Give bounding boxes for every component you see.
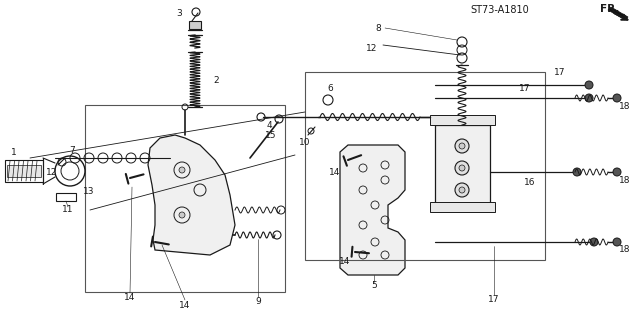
Circle shape <box>459 165 465 171</box>
Circle shape <box>459 187 465 193</box>
Text: 12: 12 <box>366 44 378 52</box>
Circle shape <box>455 161 469 175</box>
Circle shape <box>455 139 469 153</box>
Bar <box>56 193 76 201</box>
Text: 14: 14 <box>124 293 136 302</box>
Text: 7: 7 <box>69 146 75 155</box>
Circle shape <box>179 167 185 173</box>
Text: 10: 10 <box>300 138 311 147</box>
Circle shape <box>179 212 185 218</box>
Text: FR.: FR. <box>600 4 620 14</box>
Text: 18: 18 <box>620 175 631 185</box>
Text: 11: 11 <box>62 205 74 214</box>
Text: 14: 14 <box>179 300 191 309</box>
Text: ST73-A1810: ST73-A1810 <box>470 5 529 15</box>
Text: 14: 14 <box>330 167 340 177</box>
Text: 6: 6 <box>327 84 333 92</box>
Polygon shape <box>148 135 235 255</box>
Bar <box>430 115 495 125</box>
Circle shape <box>613 94 621 102</box>
Text: 12: 12 <box>46 167 58 177</box>
Text: 8: 8 <box>375 23 381 33</box>
Polygon shape <box>608 7 628 20</box>
Circle shape <box>613 168 621 176</box>
Bar <box>430 202 495 212</box>
Text: 17: 17 <box>488 295 500 305</box>
Circle shape <box>585 94 593 102</box>
Text: 1: 1 <box>11 148 17 156</box>
Text: 3: 3 <box>176 9 182 18</box>
Circle shape <box>613 238 621 246</box>
Circle shape <box>459 143 465 149</box>
Circle shape <box>585 81 593 89</box>
Bar <box>5 160 43 182</box>
Circle shape <box>573 168 581 176</box>
Bar <box>189 21 201 29</box>
Text: 13: 13 <box>83 188 95 196</box>
Polygon shape <box>340 145 405 275</box>
Text: 16: 16 <box>524 178 536 187</box>
Text: 18: 18 <box>620 101 631 110</box>
Text: 17: 17 <box>519 84 531 92</box>
Text: 2: 2 <box>213 76 219 84</box>
Text: 9: 9 <box>255 298 261 307</box>
Text: 15: 15 <box>265 131 276 140</box>
Text: 5: 5 <box>371 281 377 290</box>
Circle shape <box>590 238 598 246</box>
Text: 14: 14 <box>339 258 351 267</box>
Text: 18: 18 <box>620 245 631 254</box>
Text: 4: 4 <box>267 121 273 130</box>
Bar <box>435 125 490 205</box>
Text: 17: 17 <box>554 68 566 76</box>
Bar <box>7 165 41 177</box>
Circle shape <box>455 183 469 197</box>
